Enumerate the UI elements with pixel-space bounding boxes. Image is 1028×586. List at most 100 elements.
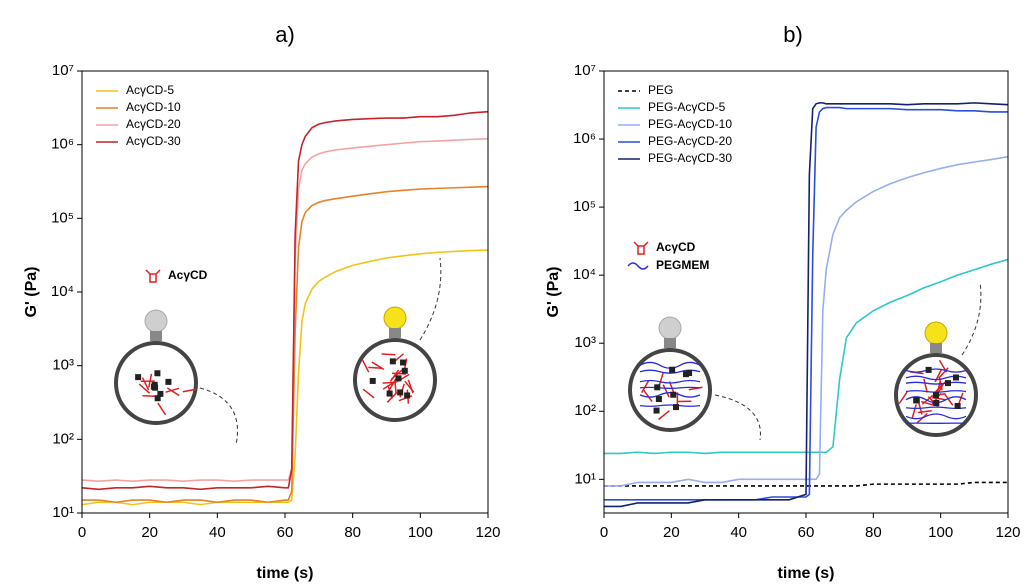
bulb-base — [664, 338, 676, 348]
crosslink — [917, 409, 932, 414]
cyclodextrin — [404, 392, 411, 399]
bulb-base — [150, 331, 162, 341]
y-tick-label: 10⁷ — [52, 62, 74, 79]
cyclodextrin — [653, 407, 660, 414]
crosslink — [662, 384, 670, 398]
cyclodextrin — [686, 369, 693, 376]
crosslink — [921, 394, 934, 405]
series-line — [81, 138, 489, 483]
y-tick-label: 10³ — [574, 334, 596, 351]
cyclodextrin — [655, 396, 662, 403]
series-line — [82, 185, 489, 504]
series-line — [604, 106, 1008, 501]
legend-label: AcγCD-10 — [126, 100, 181, 114]
x-tick-label: 80 — [344, 524, 361, 541]
cyclodextrin — [654, 384, 661, 391]
crosslink — [643, 389, 653, 402]
crosslink — [166, 387, 180, 397]
cyclodextrin — [669, 366, 676, 373]
legend-label: PEG-AcγCD-30 — [648, 151, 732, 165]
crosslink — [165, 387, 180, 393]
panel-title: b) — [783, 22, 803, 47]
bulb-glass — [383, 306, 407, 330]
cyclodextrin — [154, 370, 161, 377]
x-tick-label: 100 — [408, 524, 433, 541]
crosslink — [368, 366, 383, 370]
crosslink — [911, 404, 917, 419]
legend-label: AcγCD-30 — [126, 134, 181, 148]
y-tick-label: 10⁵ — [51, 209, 74, 226]
series-line — [604, 481, 1008, 487]
cyclodextrin — [932, 392, 939, 399]
crosslink — [182, 388, 197, 393]
panel: a) time (s) G' (Pa) 0 20 40 60 80 100 120 10¹ 10² 10… — [23, 22, 500, 582]
annotation: AcγCD — [168, 268, 208, 282]
crosslink — [362, 388, 375, 399]
polymer-chain — [905, 368, 967, 373]
y-tick-label: 10¹ — [52, 504, 74, 521]
cyclodextrin — [151, 381, 158, 388]
x-tick-label: 0 — [600, 524, 608, 541]
icon — [633, 241, 649, 255]
crosslink — [641, 380, 650, 393]
x-tick-label: 40 — [209, 524, 226, 541]
x-tick-label: 120 — [995, 524, 1020, 541]
x-tick-label: 60 — [798, 524, 815, 541]
x-axis-label: time (s) — [778, 565, 835, 582]
series-line — [81, 110, 489, 491]
annotation: PEGMEM — [656, 258, 709, 272]
cyclodextrin — [369, 377, 376, 384]
crosslink — [923, 378, 928, 393]
x-axis-label: time (s) — [257, 565, 314, 582]
crosslink — [688, 386, 703, 391]
y-tick-label: 10³ — [52, 357, 74, 374]
x-tick-label: 100 — [928, 524, 953, 541]
cyclodextrin — [673, 404, 680, 411]
x-tick-label: 20 — [663, 524, 680, 541]
legend-label: PEG — [648, 83, 673, 97]
cyclodextrin — [945, 380, 952, 387]
crosslink — [157, 402, 167, 416]
y-tick-label: 10⁶ — [573, 130, 596, 147]
plot-frame — [603, 70, 1009, 514]
cyclodextrin — [682, 371, 689, 378]
series-line — [604, 102, 1009, 508]
y-tick-label: 10⁷ — [574, 62, 596, 79]
cyclodextrin — [157, 390, 164, 397]
arrow — [961, 281, 982, 356]
polymer-chain — [639, 392, 701, 398]
cyclodextrin — [397, 389, 404, 396]
cyclodextrin — [925, 366, 932, 373]
crosslink — [658, 372, 664, 387]
crosslink — [944, 393, 954, 406]
plot-frame — [81, 70, 489, 514]
crosslink — [898, 391, 908, 405]
y-tick-label: 10² — [52, 430, 74, 447]
gel-circle — [628, 348, 712, 432]
crosslink — [389, 369, 400, 382]
series-line — [604, 155, 1009, 487]
icon — [145, 269, 161, 283]
panel: b) time (s) G' (Pa) 0 20 40 60 80 100 120 10¹ 10² 10… — [545, 22, 1020, 582]
cyclodextrin — [913, 397, 920, 404]
x-tick-label: 0 — [78, 524, 86, 541]
cyclodextrin — [953, 374, 960, 381]
polymer-chain — [639, 404, 701, 407]
cyclodextrin — [165, 378, 172, 385]
cyclodextrin — [135, 374, 142, 381]
cyclodextrin — [386, 390, 393, 397]
x-tick-label: 120 — [475, 524, 500, 541]
y-tick-label: 10² — [574, 402, 596, 419]
bulb-glass — [144, 309, 168, 333]
crosslink — [141, 377, 150, 391]
crosslink — [142, 394, 157, 398]
legend-label: AcγCD-20 — [126, 117, 181, 131]
x-tick-label: 20 — [141, 524, 158, 541]
bulb-base — [930, 343, 942, 353]
bulb-base — [389, 328, 401, 338]
cyclodextrin — [395, 375, 402, 382]
legend-label: PEG-AcγCD-10 — [648, 117, 732, 131]
x-tick-label: 40 — [730, 524, 747, 541]
y-tick-label: 10¹ — [574, 470, 596, 487]
